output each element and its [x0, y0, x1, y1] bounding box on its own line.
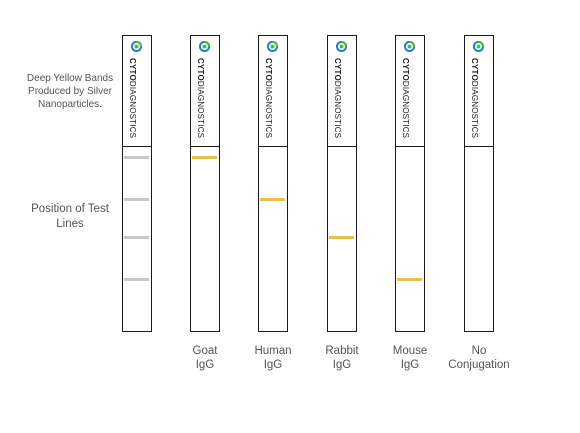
- strip-label: Rabbit IgG: [307, 344, 377, 372]
- reference-line: [124, 278, 149, 282]
- strip-header: CYTODIAGNOSTICS: [396, 36, 424, 147]
- brand-regular: DIAGNOSTICS: [470, 80, 479, 139]
- cyto-logo-icon: [404, 41, 415, 52]
- reference-line: [124, 197, 149, 201]
- brand-bold: CYTO: [196, 58, 205, 81]
- strip-header: CYTODIAGNOSTICS: [191, 36, 219, 147]
- strip-label-line1: Rabbit: [325, 345, 359, 357]
- strip-header: CYTODIAGNOSTICS: [465, 36, 493, 147]
- cyto-logo-icon: [199, 41, 210, 52]
- test-strip: CYTODIAGNOSTICS: [327, 35, 357, 332]
- test-band: [329, 236, 354, 240]
- test-line-position-note: Position of Test Lines: [31, 203, 109, 230]
- cyto-logo-icon: [336, 41, 347, 52]
- brand-bold: CYTO: [264, 58, 273, 81]
- test-strip: CYTODIAGNOSTICS: [122, 35, 152, 332]
- brand-bold: CYTO: [128, 58, 137, 81]
- strip-label-line1: Human: [254, 345, 292, 357]
- brand-regular: DIAGNOSTICS: [401, 80, 410, 139]
- reference-line: [124, 236, 149, 240]
- test-strip: CYTODIAGNOSTICS: [258, 35, 288, 332]
- brand-bold: CYTO: [470, 58, 479, 81]
- test-strip: CYTODIAGNOSTICS: [395, 35, 425, 332]
- brand-name: CYTODIAGNOSTICS: [469, 58, 479, 138]
- strip-label-line2: IgG: [263, 359, 283, 371]
- brand-name: CYTODIAGNOSTICS: [195, 58, 205, 138]
- test-strip: CYTODIAGNOSTICS: [464, 35, 494, 332]
- test-band: [397, 278, 422, 282]
- strip-label-line2: IgG: [332, 359, 352, 371]
- cyto-logo-icon: [473, 41, 484, 52]
- strip-label: Human IgG: [238, 344, 308, 372]
- brand-regular: DIAGNOSTICS: [264, 80, 273, 139]
- strip-label: Goat IgG: [170, 344, 240, 372]
- brand-bold: CYTO: [333, 58, 342, 81]
- brand-bold: CYTO: [401, 58, 410, 81]
- brand-regular: DIAGNOSTICS: [196, 80, 205, 139]
- strip-label: Mouse IgG: [375, 344, 445, 372]
- strip-header: CYTODIAGNOSTICS: [123, 36, 151, 147]
- brand-name: CYTODIAGNOSTICS: [332, 58, 342, 138]
- strip-header: CYTODIAGNOSTICS: [259, 36, 287, 147]
- strip-label: No Conjugation: [444, 344, 514, 372]
- brand-name: CYTODIAGNOSTICS: [263, 58, 273, 138]
- strip-label-line2: IgG: [195, 359, 215, 371]
- yellow-bands-note: Deep Yellow Bands Produced by Silver Nan…: [26, 73, 114, 110]
- test-band: [192, 156, 217, 160]
- brand-regular: DIAGNOSTICS: [333, 80, 342, 139]
- strip-header: CYTODIAGNOSTICS: [328, 36, 356, 147]
- brand-name: CYTODIAGNOSTICS: [400, 58, 410, 138]
- reference-line: [124, 156, 149, 160]
- cyto-logo-icon: [267, 41, 278, 52]
- brand-regular: DIAGNOSTICS: [128, 80, 137, 139]
- strip-label-line2: Conjugation: [448, 359, 510, 371]
- strip-label-line1: No: [471, 345, 487, 357]
- test-band: [260, 197, 285, 201]
- strip-label-line1: Mouse: [392, 345, 428, 357]
- cyto-logo-icon: [131, 41, 142, 52]
- strip-label-line2: IgG: [400, 359, 420, 371]
- brand-name: CYTODIAGNOSTICS: [127, 58, 137, 138]
- test-strip: CYTODIAGNOSTICS: [190, 35, 220, 332]
- strip-label-line1: Goat: [192, 345, 218, 357]
